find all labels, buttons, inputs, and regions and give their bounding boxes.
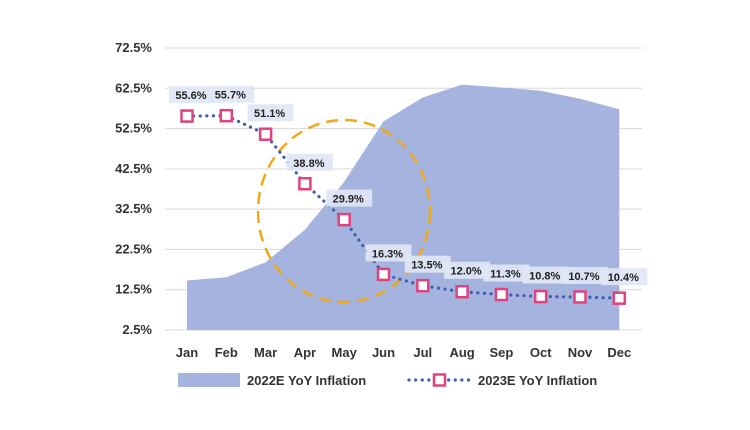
line-marker: [180, 109, 194, 123]
data-label: 29.9%: [333, 194, 364, 206]
data-label-box: [286, 153, 333, 171]
line-marker: [416, 278, 430, 293]
y-tick-label: 42.5%: [115, 161, 152, 176]
data-label: 55.6%: [175, 90, 206, 102]
annotation-layer: [256, 118, 432, 304]
line-marker: [376, 267, 391, 282]
data-label-box: [444, 261, 491, 279]
data-label: 10.4%: [608, 272, 639, 284]
line-marker: [219, 108, 234, 123]
x-tick-label: Oct: [530, 345, 552, 360]
line-marker: [258, 127, 273, 141]
data-label: 38.8%: [293, 158, 324, 170]
data-label: 10.7%: [568, 271, 599, 283]
data-label: 12.0%: [450, 266, 481, 278]
x-tick-label: Jan: [176, 345, 198, 360]
data-labels: 55.6% 55.7% 51.1% 38.8% 29.9% 16.3% 13.5% 12.0%…: [169, 85, 648, 286]
legend-label-2022E: 2022E YoY Inflation: [247, 373, 366, 388]
line-marker: [337, 212, 351, 227]
legend-swatch-marker: [432, 373, 447, 387]
x-tick-label: Sep: [489, 345, 513, 360]
y-tick-label: 22.5%: [115, 241, 152, 256]
data-label-box: [247, 104, 294, 122]
y-tick-label: 62.5%: [115, 80, 152, 95]
legend-label-2023E: 2023E YoY Inflation: [478, 373, 597, 388]
y-tick-label: 52.5%: [115, 121, 152, 136]
annotation-dashed-circle: [256, 118, 432, 304]
x-tick-label: Feb: [215, 345, 238, 360]
y-tick-label: 32.5%: [115, 201, 152, 216]
data-label: 11.3%: [490, 269, 521, 281]
x-tick-label: Jun: [372, 345, 395, 360]
area-2022E-yoy-inflation: [187, 84, 620, 330]
line-marker: [533, 289, 548, 304]
x-tick-label: Mar: [254, 345, 277, 360]
x-tick-label: May: [332, 345, 358, 360]
data-label-box: [562, 266, 608, 284]
line-marker: [612, 291, 627, 305]
line-marker: [573, 290, 587, 304]
x-tick-label: Jul: [413, 345, 432, 360]
x-tick-label: Dec: [607, 345, 631, 360]
line-marker: [494, 287, 509, 302]
x-tick-label: Nov: [568, 345, 593, 360]
line-marker: [455, 284, 469, 299]
data-label-box: [601, 268, 648, 286]
data-label: 13.5%: [411, 260, 442, 272]
data-label-box: [483, 264, 530, 282]
x-axis-ticks: Jan Feb Mar Apr May Jun Jul Aug Sep Oct Nov Dec: [176, 345, 631, 360]
data-label: 51.1%: [254, 108, 285, 120]
y-tick-label: 72.5%: [115, 40, 152, 55]
data-label: 10.8%: [529, 271, 560, 283]
y-tick-label: 2.5%: [122, 322, 152, 337]
area-series-layer: [187, 84, 620, 330]
line-series-layer: [180, 108, 627, 305]
data-label-box: [522, 266, 569, 284]
y-tick-label: 12.5%: [115, 282, 152, 297]
legend-swatch-area: [178, 373, 240, 387]
legend: 2022E YoY Inflation 2023E YoY Inflation: [178, 373, 597, 388]
x-tick-label: Aug: [449, 345, 474, 360]
line-marker: [298, 177, 312, 191]
x-tick-label: Apr: [294, 345, 316, 360]
data-label: 16.3%: [372, 248, 403, 260]
data-label-box: [365, 244, 412, 262]
y-axis-ticks: 72.5% 62.5% 52.5% 42.5% 32.5% 22.5% 12.5% 2.5%: [115, 40, 152, 337]
data-label-box: [208, 85, 255, 103]
data-label-box: [404, 255, 451, 273]
data-label-box: [169, 86, 215, 104]
data-label-box: [326, 189, 373, 207]
data-label: 55.7%: [215, 90, 246, 102]
